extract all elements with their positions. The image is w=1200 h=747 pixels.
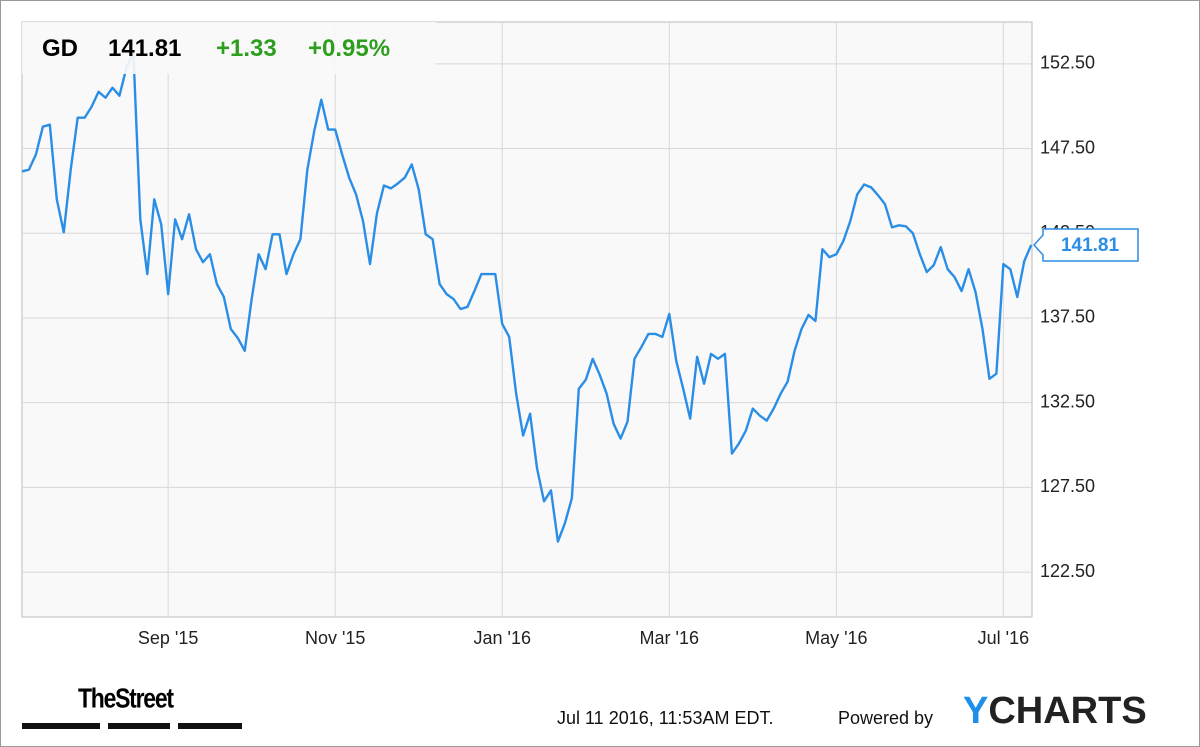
source-logo: TheStreet	[78, 683, 174, 714]
lines	[21, 50, 1033, 543]
y-tick-label: 137.50	[1040, 307, 1095, 327]
footer: TheStreet Jul 11 2016, 11:53AM EDT. Powe…	[22, 683, 1147, 732]
header: GD 141.81 +1.33 +0.95%	[42, 35, 390, 62]
last-value-label: 141.81	[1061, 235, 1120, 256]
change-percent: +0.95%	[308, 35, 390, 62]
y-tick-label: 122.50	[1040, 561, 1095, 581]
x-tick-label: Jan '16	[473, 628, 530, 648]
y-tick-label: 147.50	[1040, 137, 1095, 157]
change: +1.33	[216, 35, 277, 62]
logo-bar	[22, 723, 100, 729]
timestamp: Jul 11 2016, 11:53AM EDT.	[557, 708, 773, 728]
powered-by: Powered by	[838, 708, 933, 728]
symbol: GD	[42, 35, 78, 62]
logo-bar	[178, 723, 242, 729]
header-box	[22, 22, 436, 74]
last-value-box	[1032, 228, 1139, 262]
price-line	[21, 50, 1033, 543]
x-tick-label: May '16	[805, 628, 867, 648]
y-tick-label: 152.50	[1040, 53, 1095, 73]
brand-rest: CHARTS	[988, 690, 1146, 732]
x-tick-label: Nov '15	[305, 628, 365, 648]
brand-y: Y	[963, 690, 988, 732]
last-value-tag: 141.81	[1032, 228, 1139, 262]
logo-bar	[108, 723, 170, 729]
brand: YCHARTS	[963, 690, 1147, 732]
x-tick-label: Mar '16	[640, 628, 699, 648]
x-tick-label: Jul '16	[978, 628, 1029, 648]
plot-area	[21, 21, 1033, 618]
y-tick-label: 132.50	[1040, 391, 1095, 411]
price: 141.81	[108, 35, 181, 62]
y-tick-label: 127.50	[1040, 476, 1095, 496]
x-tick-label: Sep '15	[138, 628, 199, 648]
